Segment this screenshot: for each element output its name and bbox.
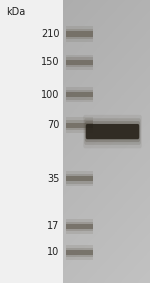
Bar xyxy=(66,90,93,100)
Text: 70: 70 xyxy=(47,120,59,130)
FancyBboxPatch shape xyxy=(83,115,142,148)
FancyBboxPatch shape xyxy=(84,118,141,145)
Bar xyxy=(66,248,93,257)
Bar xyxy=(66,176,93,181)
FancyBboxPatch shape xyxy=(85,121,140,142)
Bar xyxy=(66,123,93,128)
Text: kDa: kDa xyxy=(6,7,25,17)
Text: 35: 35 xyxy=(47,174,59,184)
Bar xyxy=(66,171,93,186)
Bar xyxy=(66,55,93,70)
Bar xyxy=(66,250,93,255)
Text: 100: 100 xyxy=(41,90,59,100)
Text: 150: 150 xyxy=(41,57,59,67)
Bar xyxy=(66,87,93,102)
Bar xyxy=(66,222,93,231)
Bar xyxy=(66,120,93,130)
Bar xyxy=(66,26,93,42)
Text: 10: 10 xyxy=(47,247,59,258)
Bar xyxy=(66,174,93,184)
Bar xyxy=(66,245,93,260)
FancyBboxPatch shape xyxy=(86,124,139,139)
Bar xyxy=(66,117,93,133)
Bar xyxy=(66,31,93,37)
Bar xyxy=(66,29,93,39)
Bar xyxy=(66,219,93,234)
Bar xyxy=(66,92,93,97)
Bar xyxy=(66,224,93,229)
Text: 210: 210 xyxy=(41,29,59,39)
Bar xyxy=(66,60,93,65)
Bar xyxy=(66,57,93,67)
Text: 17: 17 xyxy=(47,221,59,231)
